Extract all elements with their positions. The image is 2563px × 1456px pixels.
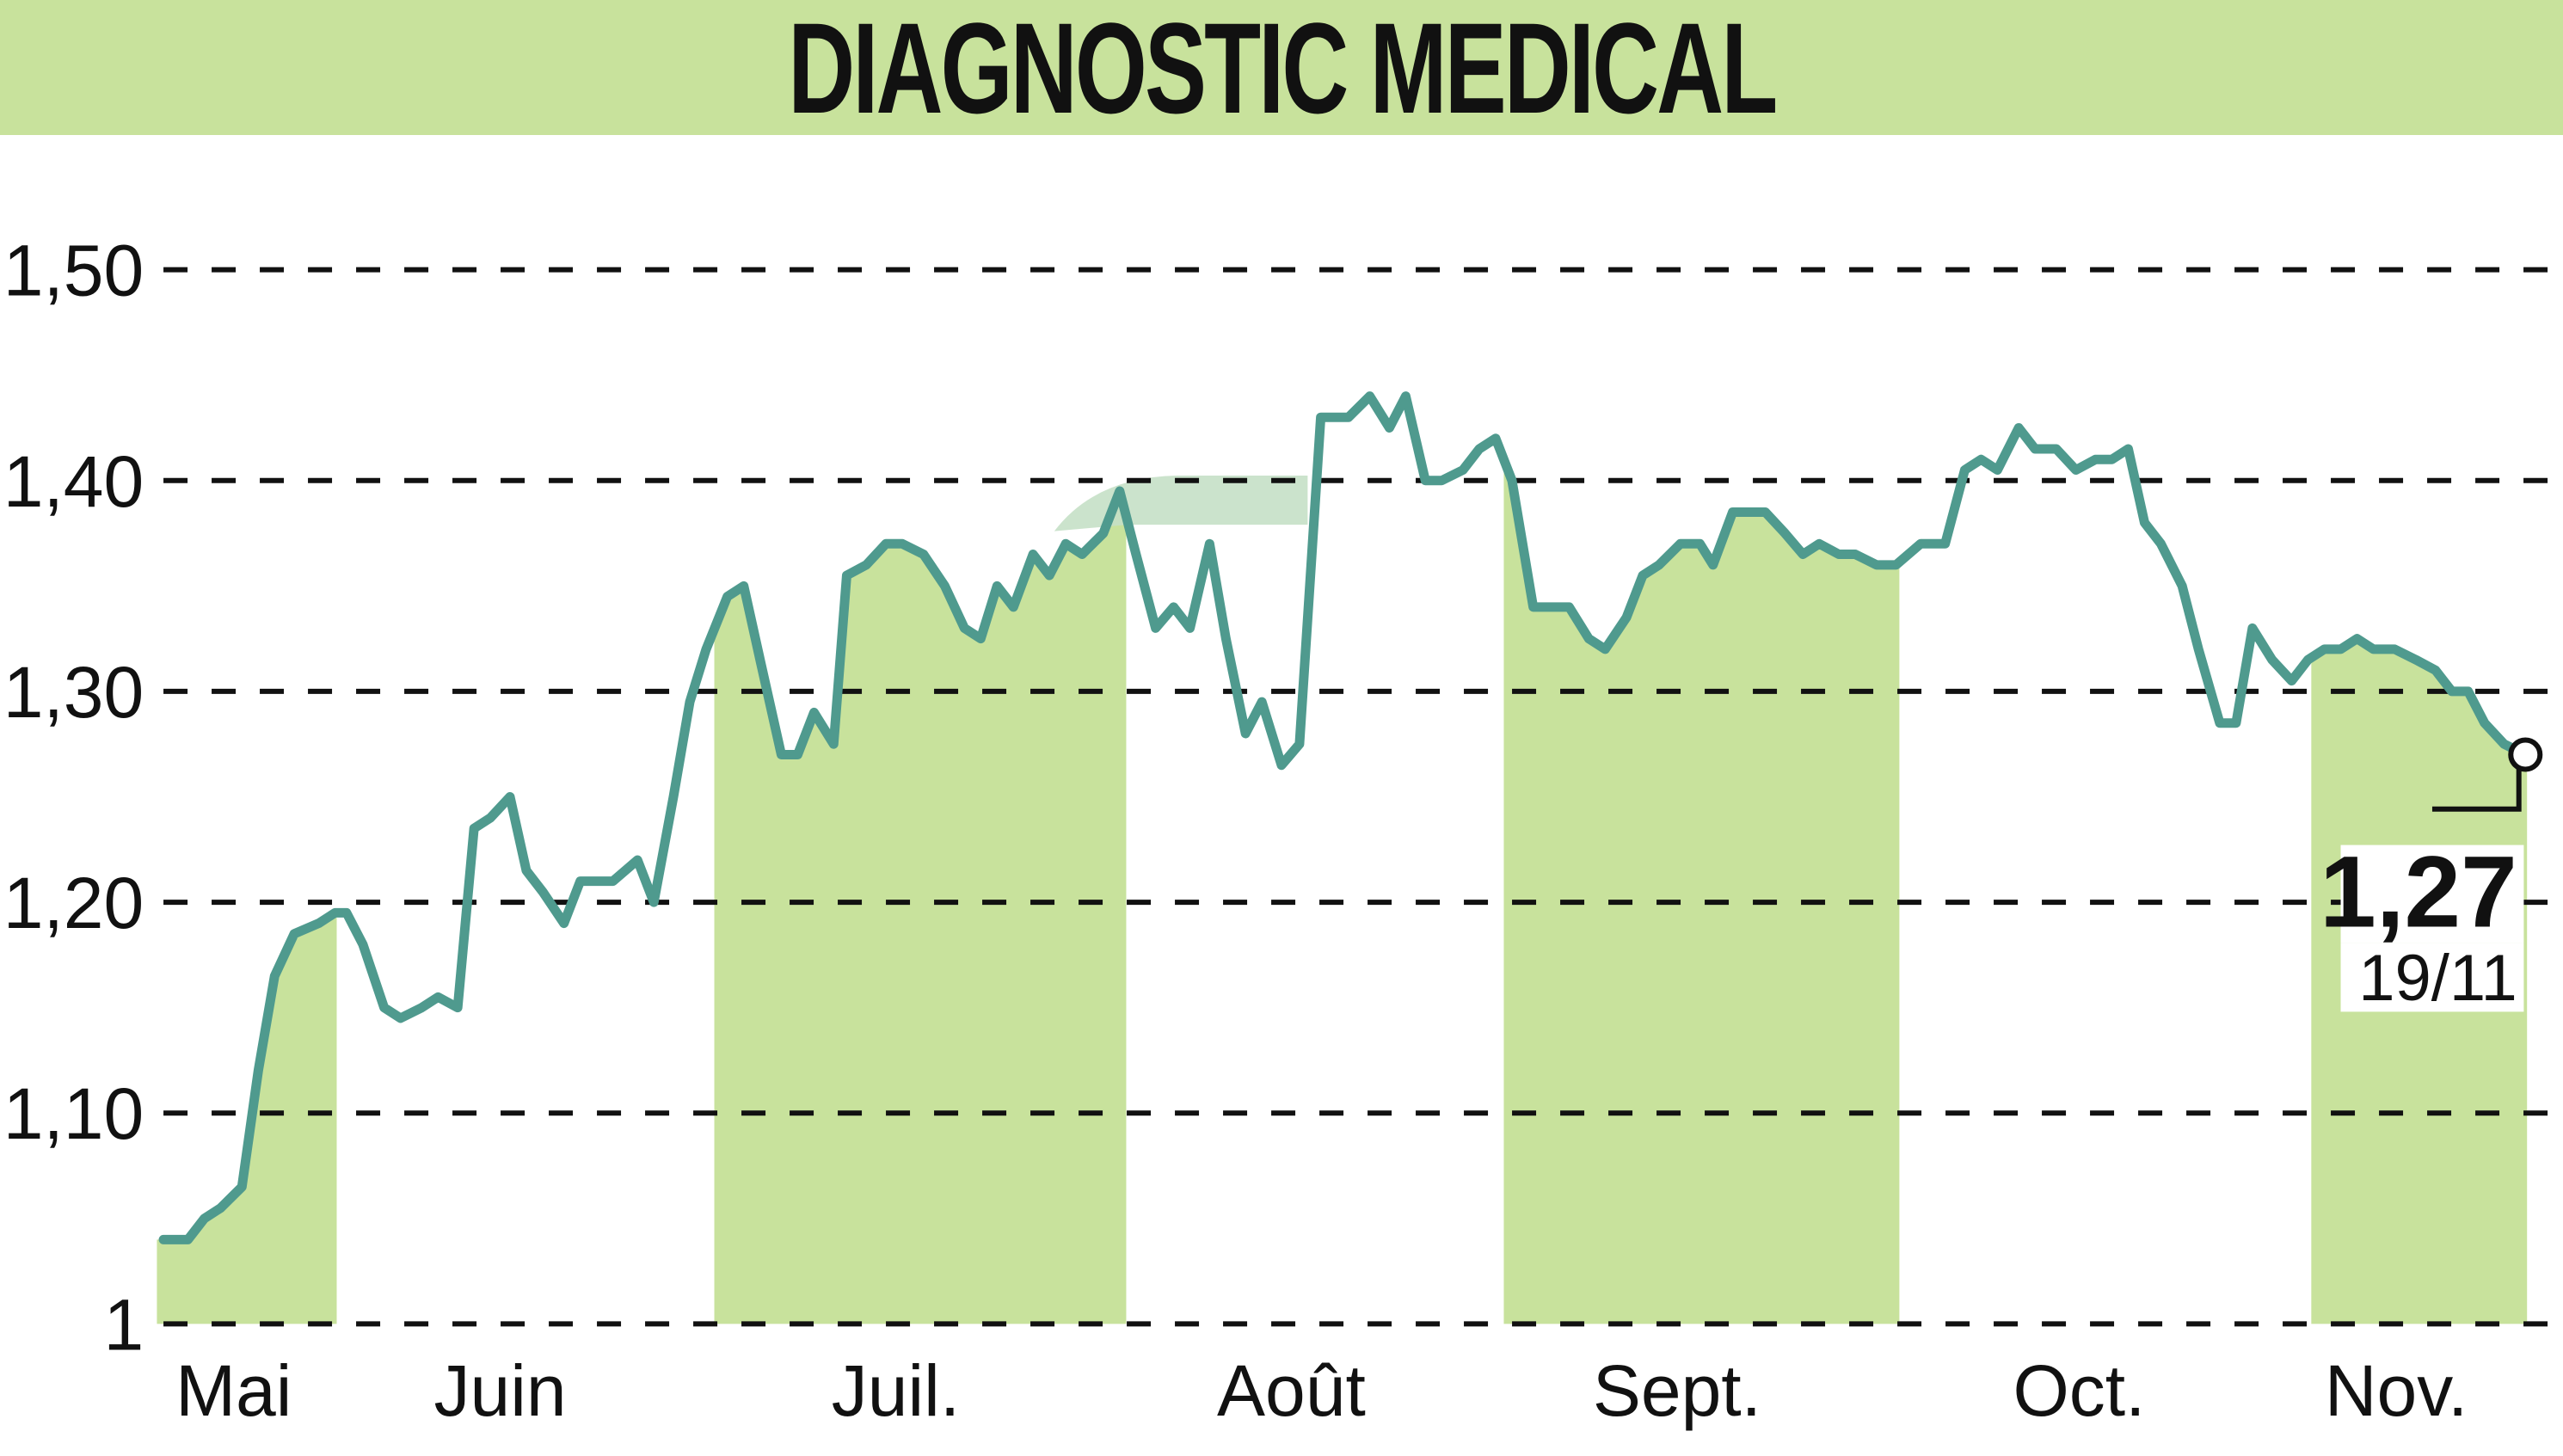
label-background xyxy=(2340,845,2524,943)
x-tick-label: Juin xyxy=(434,1350,567,1431)
x-tick-label: Nov. xyxy=(2325,1350,2468,1431)
x-tick-label: Mai xyxy=(175,1350,292,1431)
y-tick-label: 1,50 xyxy=(3,230,144,311)
callout-connector xyxy=(2431,765,2522,812)
chart-header: DIAGNOSTIC MEDICAL xyxy=(0,0,2563,135)
y-tick-label: 1 xyxy=(104,1284,144,1365)
label-background xyxy=(2340,943,2524,1012)
y-tick-label: 1,10 xyxy=(3,1073,144,1154)
price-line xyxy=(158,391,2530,1244)
plateau-highlight xyxy=(1054,476,1308,531)
y-tick-label: 1,20 xyxy=(3,863,144,943)
chart-title: DIAGNOSTIC MEDICAL xyxy=(787,0,1778,140)
x-tick-label: Août xyxy=(1217,1350,1366,1431)
x-tick-label: Sept. xyxy=(1593,1350,1761,1431)
x-axis-labels: Mai Juin Juil. Août Sept. Oct. Nov. xyxy=(175,1350,2468,1431)
last-value-label: 1,27 xyxy=(2320,836,2517,949)
last-date-label: 19/11 xyxy=(2358,942,2517,1015)
month-bands xyxy=(157,459,2528,1324)
grid-lines xyxy=(163,267,2563,1327)
x-tick-label: Juil. xyxy=(832,1350,960,1431)
y-tick-label: 1,40 xyxy=(3,441,144,522)
last-point-circle-icon xyxy=(2508,737,2543,772)
month-band-mai xyxy=(157,912,337,1324)
month-band-juil xyxy=(714,491,1127,1324)
month-band-sept xyxy=(1503,459,1900,1324)
x-tick-label: Oct. xyxy=(2013,1350,2145,1431)
y-axis-labels: 1 1,10 1,20 1,30 1,40 1,50 xyxy=(3,230,144,1366)
y-tick-label: 1,30 xyxy=(3,652,144,733)
